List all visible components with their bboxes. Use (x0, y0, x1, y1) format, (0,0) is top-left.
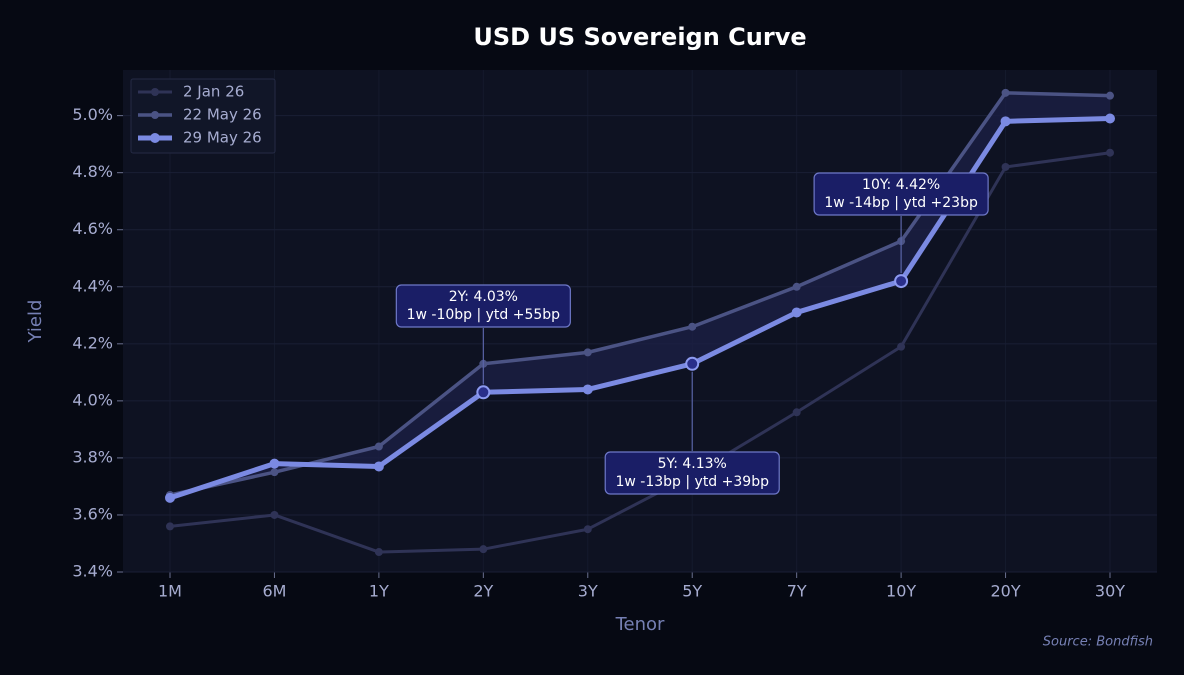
point (1001, 162, 1010, 171)
annotation: 10Y: 4.42% 1w -14bp | ytd +23bp (813, 172, 989, 274)
annotation-text: 1w -13bp | ytd +39bp (615, 474, 769, 490)
y-tick-label: 5.0% (72, 105, 113, 124)
point (1105, 113, 1115, 124)
x-tick-label: 2Y (473, 582, 493, 601)
point (791, 307, 802, 318)
annotation: 5Y: 4.13% 1w -13bp | ytd +39bp (604, 371, 780, 495)
highlight-point (685, 356, 700, 371)
point (582, 384, 593, 395)
source: Source: Bondfish (1043, 635, 1153, 650)
y-axis-label: Yield (25, 300, 46, 344)
legend-label: 2 Jan 26 (183, 83, 244, 101)
x-tick-label: 1Y (369, 582, 389, 601)
point (1106, 148, 1114, 157)
annotation-box (395, 284, 571, 328)
point (1000, 116, 1011, 127)
point (583, 525, 592, 534)
y-tick-label: 4.8% (72, 162, 113, 181)
legend-label: 29 May 26 (183, 129, 262, 147)
series-line (169, 151, 1111, 554)
point (165, 492, 175, 503)
point (373, 461, 384, 472)
point (270, 468, 279, 477)
annotation-text: 5Y: 4.13% (658, 456, 727, 472)
x-tick-label: 10Y (886, 582, 916, 601)
annotation-text: 10Y: 4.42% (862, 177, 940, 193)
x-tick-label: 3Y (578, 582, 598, 601)
legend-label: 22 May 26 (183, 106, 262, 124)
y-tick-label: 4.6% (72, 219, 113, 238)
x-tick-label: 5Y (682, 582, 702, 601)
point (374, 548, 383, 557)
x-tick-label: 30Y (1095, 582, 1125, 601)
point (1001, 88, 1010, 97)
x-tick-label: 7Y (787, 582, 807, 601)
annotation-text: 1w -14bp | ytd +23bp (824, 195, 978, 211)
point (269, 458, 280, 469)
y-tick-label: 4.2% (72, 333, 113, 352)
y-tick-label: 3.8% (72, 447, 113, 466)
y-tick-label: 3.4% (72, 562, 113, 581)
x-axis-label: Tenor (615, 614, 665, 635)
annotation-box (813, 172, 989, 216)
annotation: 2Y: 4.03% 1w -10bp | ytd +55bp (395, 284, 571, 385)
y-tick-label: 3.6% (72, 504, 113, 523)
legend-marker (151, 88, 159, 96)
legend-marker (150, 133, 160, 143)
legend-box (130, 78, 276, 154)
annotation-text: 2Y: 4.03% (449, 289, 518, 305)
point (688, 322, 697, 331)
series-line (169, 91, 1111, 497)
annotation-box (604, 451, 780, 495)
y-tick-label: 4.0% (72, 390, 113, 409)
point (897, 342, 906, 351)
point (583, 348, 592, 357)
x-tick-label: 6M (262, 582, 286, 601)
highlight-point (894, 274, 909, 289)
x-tick-label: 20Y (990, 582, 1020, 601)
legend: 2 Jan 26 22 May 26 29 May 26 (130, 78, 276, 154)
chart-title: USD US Sovereign Curve (473, 23, 806, 51)
y-tick-label: 4.4% (72, 276, 113, 295)
annotation-text: 1w -10bp | ytd +55bp (407, 307, 561, 323)
point (166, 522, 174, 531)
point (792, 408, 801, 417)
legend-marker (151, 111, 159, 119)
point (374, 442, 383, 451)
point (792, 282, 801, 291)
highlight-point (476, 385, 491, 400)
point (1106, 91, 1114, 100)
x-tick-label: 1M (158, 582, 182, 601)
point (270, 510, 279, 519)
point (479, 545, 488, 554)
plot-area (123, 70, 1157, 572)
